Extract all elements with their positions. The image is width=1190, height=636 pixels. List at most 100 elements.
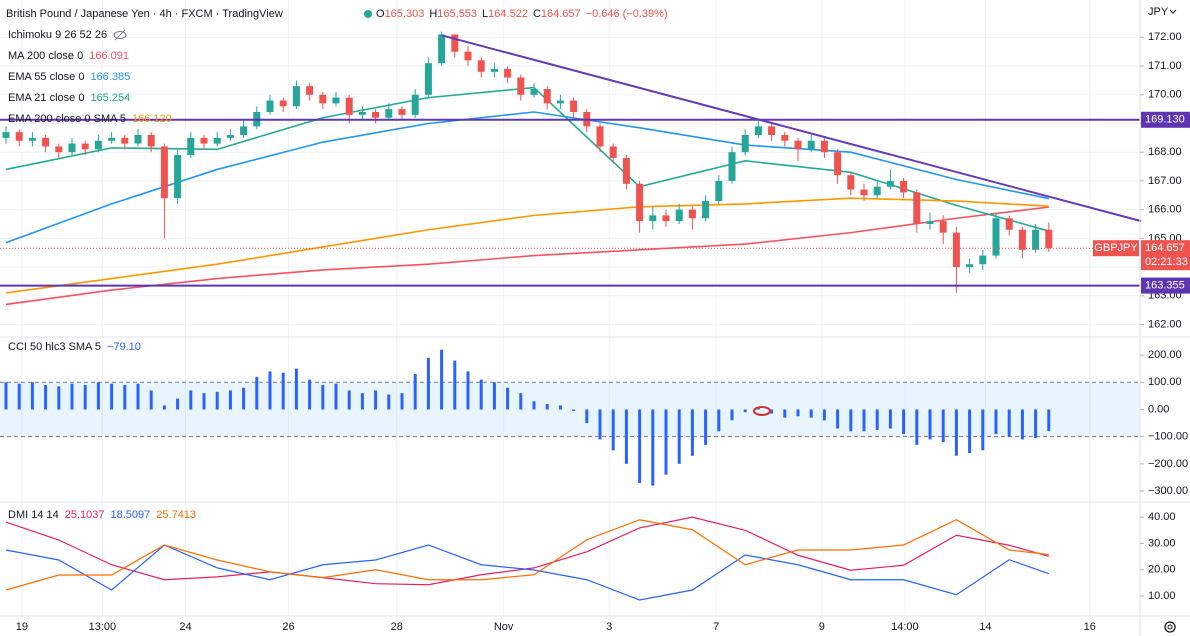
candle-body xyxy=(358,112,366,115)
settings-icon[interactable] xyxy=(1164,621,1176,633)
pane-title: DMI 14 14 xyxy=(8,509,59,521)
symbol-label-bg xyxy=(1093,240,1139,257)
legend-value: 166.120 xyxy=(132,113,172,125)
y-tick-label: 0.00 xyxy=(1148,403,1169,415)
cci-bar xyxy=(532,401,536,410)
cci-bar xyxy=(1020,409,1024,440)
cci-bar xyxy=(888,409,892,429)
cci-bar xyxy=(928,409,932,440)
candle-body xyxy=(121,137,129,144)
cci-bar xyxy=(400,393,404,410)
y-tick-label: 100.00 xyxy=(1148,376,1182,388)
candle-body xyxy=(596,126,604,147)
candle-body xyxy=(55,146,63,153)
chart-title: British Pound / Japanese Yen · 4h · FXCM… xyxy=(6,8,283,20)
candle-body xyxy=(556,100,564,104)
legend-value: 166.385 xyxy=(90,71,130,83)
candle-body xyxy=(992,218,1000,256)
candle-body xyxy=(213,137,221,144)
cci-bar xyxy=(968,409,972,453)
candle-body xyxy=(464,51,472,61)
title-fade xyxy=(340,4,380,24)
candle-body xyxy=(174,155,182,199)
candle-body xyxy=(385,109,393,118)
candle-body xyxy=(160,146,168,199)
x-tick-label: Nov xyxy=(494,621,514,633)
cci-bar xyxy=(585,409,589,424)
cci-bar xyxy=(598,409,602,440)
candle-body xyxy=(200,137,208,144)
y-tick-label: 200.00 xyxy=(1148,349,1182,361)
x-tick-label: 19 xyxy=(16,621,28,633)
cci-bar xyxy=(479,379,483,410)
candle-body xyxy=(279,100,287,107)
cci-bar xyxy=(690,409,694,456)
cci-bar xyxy=(294,368,298,410)
dmi-line xyxy=(5,544,1049,601)
candle-body xyxy=(728,152,736,181)
cci-bar xyxy=(743,409,747,413)
cci-bar xyxy=(57,386,61,410)
cci-bar xyxy=(176,398,180,410)
legend-name: EMA 55 close 0 xyxy=(8,71,84,83)
candle-body xyxy=(702,201,710,219)
dmi-line xyxy=(5,516,1049,586)
candle-body xyxy=(966,264,974,268)
cci-bar xyxy=(770,409,774,414)
pane-value: 25.1037 xyxy=(65,509,105,521)
cci-bar xyxy=(849,409,853,432)
cci-bar xyxy=(110,383,114,410)
header-value: 165.553 xyxy=(437,8,477,20)
candle-body xyxy=(266,100,274,112)
last-price-label: 164.657 xyxy=(1145,242,1185,254)
cci-bar xyxy=(268,371,272,410)
cci-bar xyxy=(638,409,642,483)
y-tick-label: 168.00 xyxy=(1148,146,1182,158)
cci-bar xyxy=(96,382,100,410)
candle-body xyxy=(543,89,551,104)
cci-bar xyxy=(862,409,866,432)
candle-body xyxy=(834,152,842,176)
currency-label[interactable]: JPY xyxy=(1148,6,1169,18)
candle-body xyxy=(688,209,696,219)
header-change: −0.646 (−0.39%) xyxy=(586,8,668,20)
cci-bar xyxy=(466,371,470,410)
cci-bar xyxy=(426,357,430,410)
header-value: 164.522 xyxy=(488,8,528,20)
candle-body xyxy=(741,134,749,153)
candle-body xyxy=(108,137,116,141)
candle-body xyxy=(292,86,300,107)
currency-dropdown[interactable] xyxy=(1169,9,1177,14)
y-tick-label: 20.00 xyxy=(1148,564,1176,576)
cci-bar xyxy=(242,387,246,410)
y-tick-label: 166.00 xyxy=(1148,204,1182,216)
candle-body xyxy=(675,209,683,222)
candle-body xyxy=(1018,229,1026,250)
candle-body xyxy=(438,34,446,64)
candle-body xyxy=(517,77,525,95)
eye-off-icon[interactable] xyxy=(113,29,127,41)
candle-body xyxy=(979,255,987,265)
y-tick-label: −200.00 xyxy=(1148,458,1188,470)
market-status[interactable] xyxy=(364,10,372,18)
cci-bar xyxy=(1007,409,1011,437)
cci-bar xyxy=(941,409,945,443)
cci-bar xyxy=(440,349,444,410)
x-tick-label: 14 xyxy=(979,621,991,633)
cci-bar xyxy=(756,408,760,410)
legend-name: MA 200 close 0 xyxy=(8,50,83,62)
cci-bar xyxy=(255,376,259,410)
candle-body xyxy=(900,180,908,193)
cci-bar xyxy=(519,393,523,410)
candle-body xyxy=(490,68,498,72)
candle-body xyxy=(609,146,617,158)
level-label: 163.355 xyxy=(1145,280,1185,292)
candle-body xyxy=(451,34,459,52)
cci-bar xyxy=(215,391,219,410)
candle-body xyxy=(649,215,657,222)
header-key: O xyxy=(376,8,385,20)
cci-bar xyxy=(664,409,668,475)
candle-body xyxy=(94,140,102,150)
candle-body xyxy=(820,140,828,153)
